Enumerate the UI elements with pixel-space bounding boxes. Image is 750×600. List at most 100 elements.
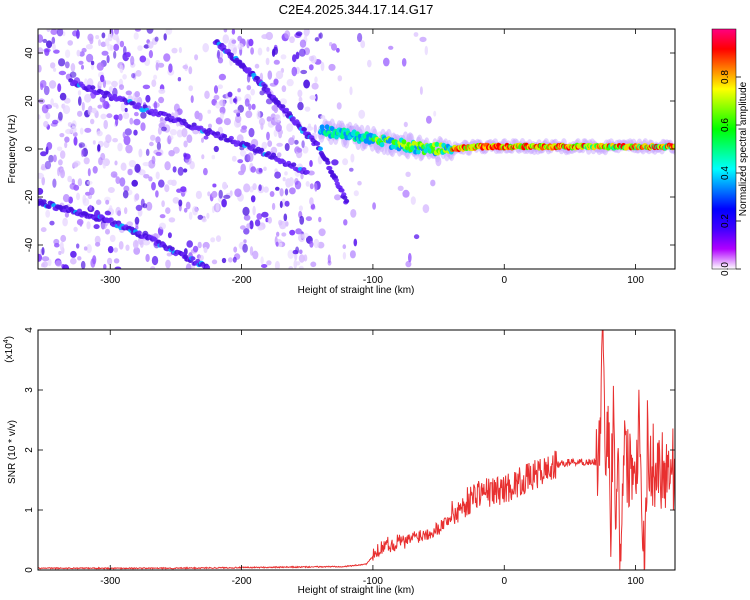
spectrogram-noise-cell: [288, 137, 295, 146]
spectrogram-noise-cell: [135, 225, 139, 230]
spectrogram-noise-cell: [46, 29, 51, 33]
spectrogram-noise-cell: [140, 122, 146, 131]
colorbar-label: Normalized spectral amplitude: [738, 81, 749, 216]
spectrogram-noise-cell: [110, 171, 118, 178]
spectrogram-noise-cell: [314, 76, 318, 83]
spectrogram-noise-cell: [114, 160, 118, 166]
spectrogram-noise-cell: [73, 136, 78, 146]
figure-title: C2E4.2025.344.17.14.G17: [279, 2, 434, 17]
colorbar-ticks: 0.0 0.2 0.4 0.6 0.8: [720, 70, 741, 276]
spectrogram-noise-cell: [117, 210, 122, 217]
spectrogram-noise-cell: [298, 265, 304, 269]
spectrogram-noise-cell: [235, 115, 242, 123]
spectrogram-noise-cell: [185, 263, 192, 269]
spectrogram-noise-cell: [153, 100, 158, 111]
snr-y-tick-label: 2: [24, 447, 35, 453]
spectrogram-streak-cell: [90, 85, 96, 90]
spectrogram-noise-cell: [308, 64, 314, 71]
spectrogram-noise-cell: [188, 85, 193, 92]
spectrogram-noise-cell: [118, 241, 124, 250]
spectrogram-noise-cell: [67, 122, 73, 127]
spectrogram-noise-cell: [202, 43, 209, 53]
spectrogram-noise-cell: [123, 185, 130, 192]
spectrogram-noise-cell: [349, 167, 354, 172]
spectrogram-noise-cell: [250, 47, 255, 55]
spectrogram-noise-cell: [100, 74, 105, 83]
spectrogram-noise-cell: [76, 218, 84, 226]
spectrogram-noise-cell: [413, 32, 419, 37]
spectrogram-noise-cell: [133, 129, 138, 136]
spectrogram-noise-cell: [215, 202, 220, 212]
spectrogram-noise-cell: [100, 152, 106, 161]
spectrogram-noise-cell: [125, 52, 131, 58]
spectrogram-noise-cell: [158, 88, 166, 94]
spectrogram-noise-cell: [183, 152, 187, 158]
spectrogram-noise-cell: [236, 134, 244, 143]
spectrogram-noise-cell: [123, 45, 127, 56]
spectrogram-noise-cell: [198, 254, 204, 261]
spectrogram-noise-cell: [402, 189, 410, 198]
spectrogram-noise-cell: [213, 94, 220, 101]
spectrogram-noise-cell: [41, 163, 46, 171]
spectrogram-noise-cell: [139, 240, 144, 248]
spectrogram-noise-cell: [112, 34, 119, 41]
spectrogram-noise-cell: [58, 58, 66, 67]
spectrogram-noise-cell: [113, 43, 120, 52]
colorbar-tick-label: 0.2: [720, 214, 731, 228]
spectrogram-noise-cell: [284, 143, 290, 151]
spectrogram-noise-cell: [252, 250, 259, 260]
spectrogram-noise-cell: [38, 253, 43, 262]
spectrogram-noise-cell: [298, 254, 305, 263]
spectrogram-noise-cell: [229, 98, 234, 105]
spectrogram-noise-cell: [223, 118, 231, 126]
spectrogram-streak-cell: [250, 144, 256, 149]
spectrogram-noise-cell: [405, 260, 412, 268]
spectrogram-streak-cell: [327, 166, 333, 171]
spectrogram-noise-cell: [269, 191, 275, 197]
spectrogram-noise-cell: [266, 131, 270, 141]
spectrogram-noise-cell: [320, 115, 326, 120]
spectrogram-noise-cell: [120, 162, 127, 171]
spectrogram-noise-cell: [186, 240, 193, 248]
spectrogram-noise-cell: [276, 142, 283, 147]
spectrogram-noise-cell: [120, 102, 126, 112]
spectrogram-noise-cell: [314, 93, 318, 102]
spectrogram-noise-cell: [343, 219, 348, 226]
spectrogram-noise-cell: [413, 234, 420, 240]
spectrogram-noise-cell: [90, 60, 95, 66]
spectrogram-noise-cell: [252, 183, 257, 191]
spectrogram-noise-cell: [273, 59, 280, 65]
spectrogram-noise-cell: [243, 214, 251, 221]
spectrogram-noise-cell: [331, 43, 337, 51]
spectrogram-noise-cell: [112, 138, 118, 143]
spectrogram-noise-cell: [286, 123, 294, 132]
spectrogram-x-tick-label: -200: [232, 275, 252, 286]
spectrogram-noise-cell: [123, 112, 130, 120]
spectrogram-noise-cell: [77, 110, 83, 117]
spectrogram-carrier-cell: [324, 124, 330, 130]
spectrogram-noise-cell: [245, 110, 253, 119]
spectrogram-noise-cell: [248, 38, 254, 47]
spectrogram-noise-cell: [156, 141, 161, 151]
spectrogram-carrier-cell: [434, 141, 440, 147]
spectrogram-noise-cell: [70, 63, 76, 72]
spectrogram-noise-cell: [117, 142, 123, 152]
spectrogram-noise-cell: [64, 141, 68, 149]
spectrogram-noise-cell: [243, 239, 247, 244]
spectrogram-noise-cell: [145, 94, 151, 103]
spectrogram-noise-cell: [233, 98, 237, 103]
spectrogram-noise-cell: [242, 243, 248, 253]
spectrogram-noise-cell: [107, 246, 114, 254]
spectrogram-noise-cell: [119, 40, 125, 48]
spectrogram-noise-cell: [41, 176, 45, 186]
spectrogram-noise-cell: [97, 104, 103, 109]
spectrogram-noise-cell: [38, 34, 44, 43]
spectrogram-noise-cell: [44, 160, 52, 170]
spectrogram-noise-cell: [90, 258, 96, 268]
spectrogram-noise-cell: [142, 162, 150, 167]
spectrogram-noise-cell: [256, 213, 263, 220]
colorbar-tick-label: 0.4: [720, 166, 731, 180]
spectrogram-noise-cell: [113, 247, 118, 253]
